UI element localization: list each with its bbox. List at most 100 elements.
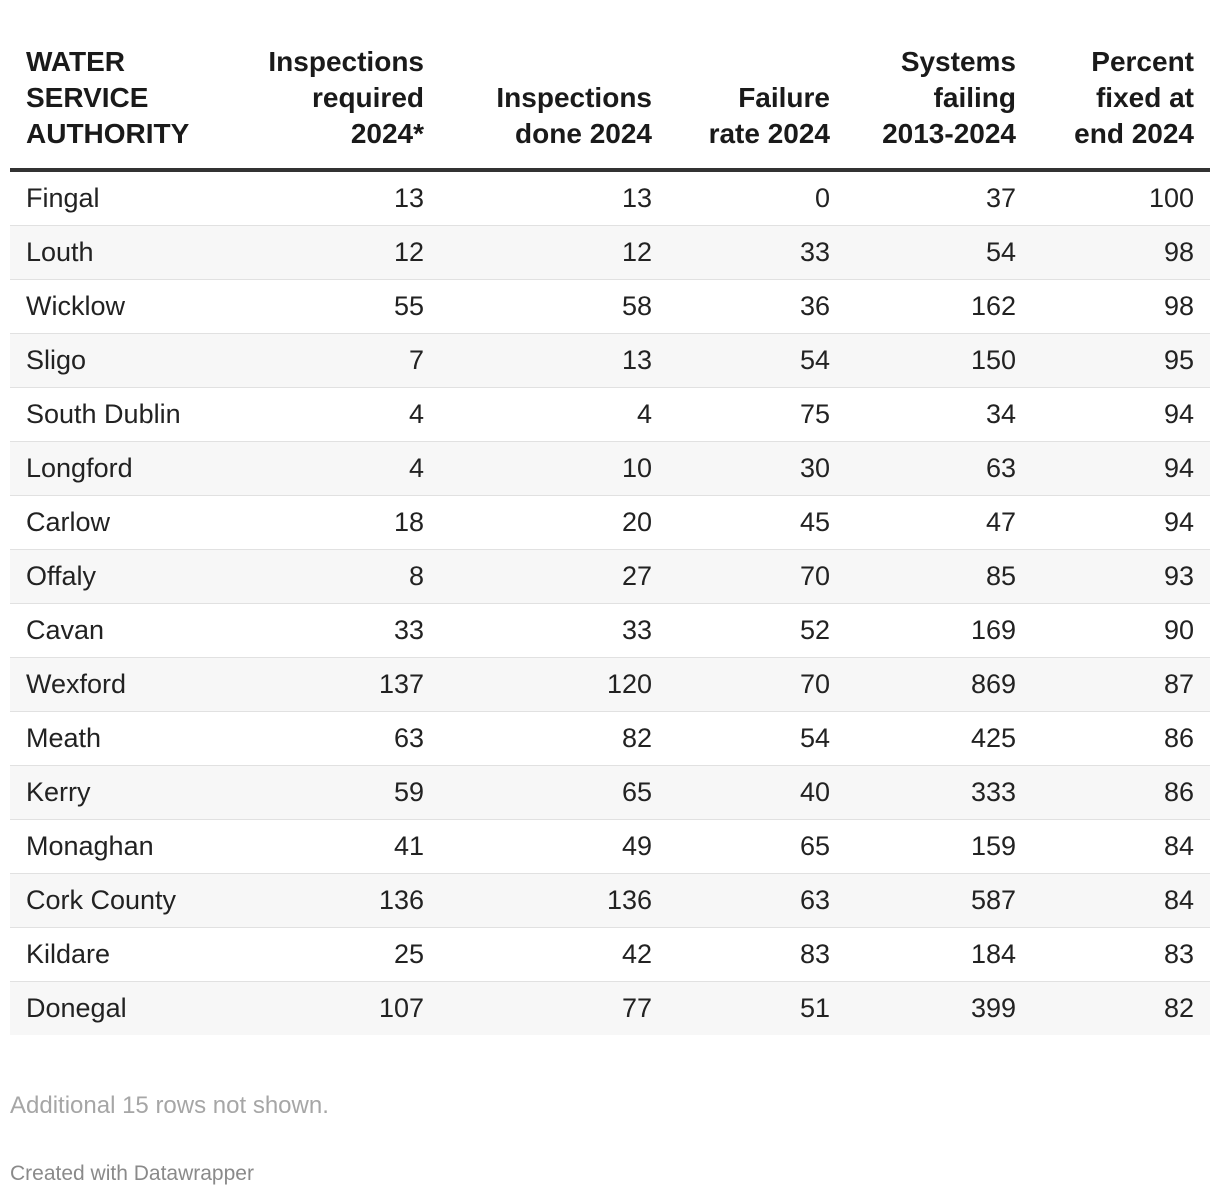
cell-inspections-required: 59 (225, 765, 440, 820)
cell-failure-rate: 70 (668, 549, 846, 604)
cell-authority: Wicklow (10, 279, 225, 334)
column-header-inspections-required[interactable]: Inspections required 2024* (225, 0, 440, 172)
table-row: Kildare 25 42 83 184 83 (10, 927, 1210, 982)
cell-systems-failing: 63 (846, 441, 1032, 496)
cell-authority: Cork County (10, 873, 225, 928)
header-row: WATER SERVICE AUTHORITY Inspections requ… (10, 0, 1210, 172)
cell-authority: Kildare (10, 927, 225, 982)
cell-failure-rate: 45 (668, 495, 846, 550)
cell-percent-fixed: 94 (1032, 441, 1210, 496)
cell-authority: South Dublin (10, 387, 225, 442)
cell-inspections-done: 42 (440, 927, 668, 982)
cell-inspections-required: 7 (225, 333, 440, 388)
table-row: Monaghan 41 49 65 159 84 (10, 819, 1210, 874)
cell-systems-failing: 54 (846, 225, 1032, 280)
cell-percent-fixed: 94 (1032, 495, 1210, 550)
table-row: Kerry 59 65 40 333 86 (10, 765, 1210, 820)
cell-authority: Louth (10, 225, 225, 280)
cell-percent-fixed: 90 (1032, 603, 1210, 658)
cell-systems-failing: 47 (846, 495, 1032, 550)
cell-inspections-done: 58 (440, 279, 668, 334)
cell-percent-fixed: 84 (1032, 873, 1210, 928)
cell-failure-rate: 36 (668, 279, 846, 334)
table-header: WATER SERVICE AUTHORITY Inspections requ… (10, 0, 1210, 172)
cell-percent-fixed: 84 (1032, 819, 1210, 874)
cell-failure-rate: 54 (668, 711, 846, 766)
cell-failure-rate: 51 (668, 981, 846, 1035)
table-row: Longford 4 10 30 63 94 (10, 441, 1210, 496)
cell-inspections-done: 82 (440, 711, 668, 766)
cell-inspections-required: 18 (225, 495, 440, 550)
cell-failure-rate: 33 (668, 225, 846, 280)
cell-systems-failing: 34 (846, 387, 1032, 442)
cell-inspections-done: 49 (440, 819, 668, 874)
cell-failure-rate: 75 (668, 387, 846, 442)
cell-failure-rate: 65 (668, 819, 846, 874)
cell-percent-fixed: 93 (1032, 549, 1210, 604)
cell-inspections-done: 4 (440, 387, 668, 442)
cell-percent-fixed: 87 (1032, 657, 1210, 712)
cell-authority: Fingal (10, 170, 225, 226)
table-row: Wicklow 55 58 36 162 98 (10, 279, 1210, 334)
data-table-container: WATER SERVICE AUTHORITY Inspections requ… (10, 0, 1210, 1035)
cell-authority: Cavan (10, 603, 225, 658)
cell-authority: Monaghan (10, 819, 225, 874)
cell-authority: Carlow (10, 495, 225, 550)
rows-not-shown-note: Additional 15 rows not shown. (10, 1092, 329, 1119)
cell-percent-fixed: 94 (1032, 387, 1210, 442)
cell-inspections-done: 77 (440, 981, 668, 1035)
cell-percent-fixed: 86 (1032, 765, 1210, 820)
cell-failure-rate: 0 (668, 170, 846, 226)
cell-inspections-required: 41 (225, 819, 440, 874)
cell-inspections-required: 12 (225, 225, 440, 280)
cell-systems-failing: 85 (846, 549, 1032, 604)
column-header-failure-rate[interactable]: Failure rate 2024 (668, 0, 846, 172)
cell-percent-fixed: 95 (1032, 333, 1210, 388)
cell-inspections-done: 136 (440, 873, 668, 928)
cell-percent-fixed: 86 (1032, 711, 1210, 766)
cell-inspections-done: 13 (440, 170, 668, 226)
cell-systems-failing: 162 (846, 279, 1032, 334)
table-row: Louth 12 12 33 54 98 (10, 225, 1210, 280)
cell-inspections-required: 33 (225, 603, 440, 658)
column-header-systems-failing[interactable]: Systems failing 2013-2024 (846, 0, 1032, 172)
table-row: Wexford 137 120 70 869 87 (10, 657, 1210, 712)
cell-inspections-done: 20 (440, 495, 668, 550)
cell-failure-rate: 40 (668, 765, 846, 820)
cell-failure-rate: 70 (668, 657, 846, 712)
cell-inspections-done: 10 (440, 441, 668, 496)
cell-failure-rate: 30 (668, 441, 846, 496)
column-header-inspections-done[interactable]: Inspections done 2024 (440, 0, 668, 172)
column-header-percent-fixed[interactable]: Percent fixed at end 2024 (1032, 0, 1210, 172)
cell-inspections-done: 13 (440, 333, 668, 388)
cell-systems-failing: 333 (846, 765, 1032, 820)
table-row: Carlow 18 20 45 47 94 (10, 495, 1210, 550)
cell-authority: Sligo (10, 333, 225, 388)
table-row: Fingal 13 13 0 37 100 (10, 170, 1210, 226)
cell-systems-failing: 184 (846, 927, 1032, 982)
column-header-authority[interactable]: WATER SERVICE AUTHORITY (10, 0, 225, 172)
cell-systems-failing: 150 (846, 333, 1032, 388)
cell-inspections-required: 25 (225, 927, 440, 982)
table-row: Donegal 107 77 51 399 82 (10, 981, 1210, 1035)
cell-authority: Wexford (10, 657, 225, 712)
cell-inspections-required: 4 (225, 441, 440, 496)
cell-authority: Offaly (10, 549, 225, 604)
cell-inspections-done: 120 (440, 657, 668, 712)
cell-inspections-done: 65 (440, 765, 668, 820)
cell-inspections-required: 8 (225, 549, 440, 604)
cell-authority: Kerry (10, 765, 225, 820)
data-table: WATER SERVICE AUTHORITY Inspections requ… (10, 0, 1210, 1035)
cell-inspections-required: 107 (225, 981, 440, 1035)
cell-systems-failing: 869 (846, 657, 1032, 712)
cell-percent-fixed: 98 (1032, 279, 1210, 334)
table-body: Fingal 13 13 0 37 100 Louth 12 12 33 54 98 Wicklow 55… (10, 170, 1210, 1035)
table-row: Meath 63 82 54 425 86 (10, 711, 1210, 766)
cell-inspections-required: 137 (225, 657, 440, 712)
cell-inspections-done: 12 (440, 225, 668, 280)
cell-authority: Donegal (10, 981, 225, 1035)
cell-failure-rate: 54 (668, 333, 846, 388)
cell-failure-rate: 63 (668, 873, 846, 928)
cell-systems-failing: 399 (846, 981, 1032, 1035)
cell-inspections-done: 33 (440, 603, 668, 658)
